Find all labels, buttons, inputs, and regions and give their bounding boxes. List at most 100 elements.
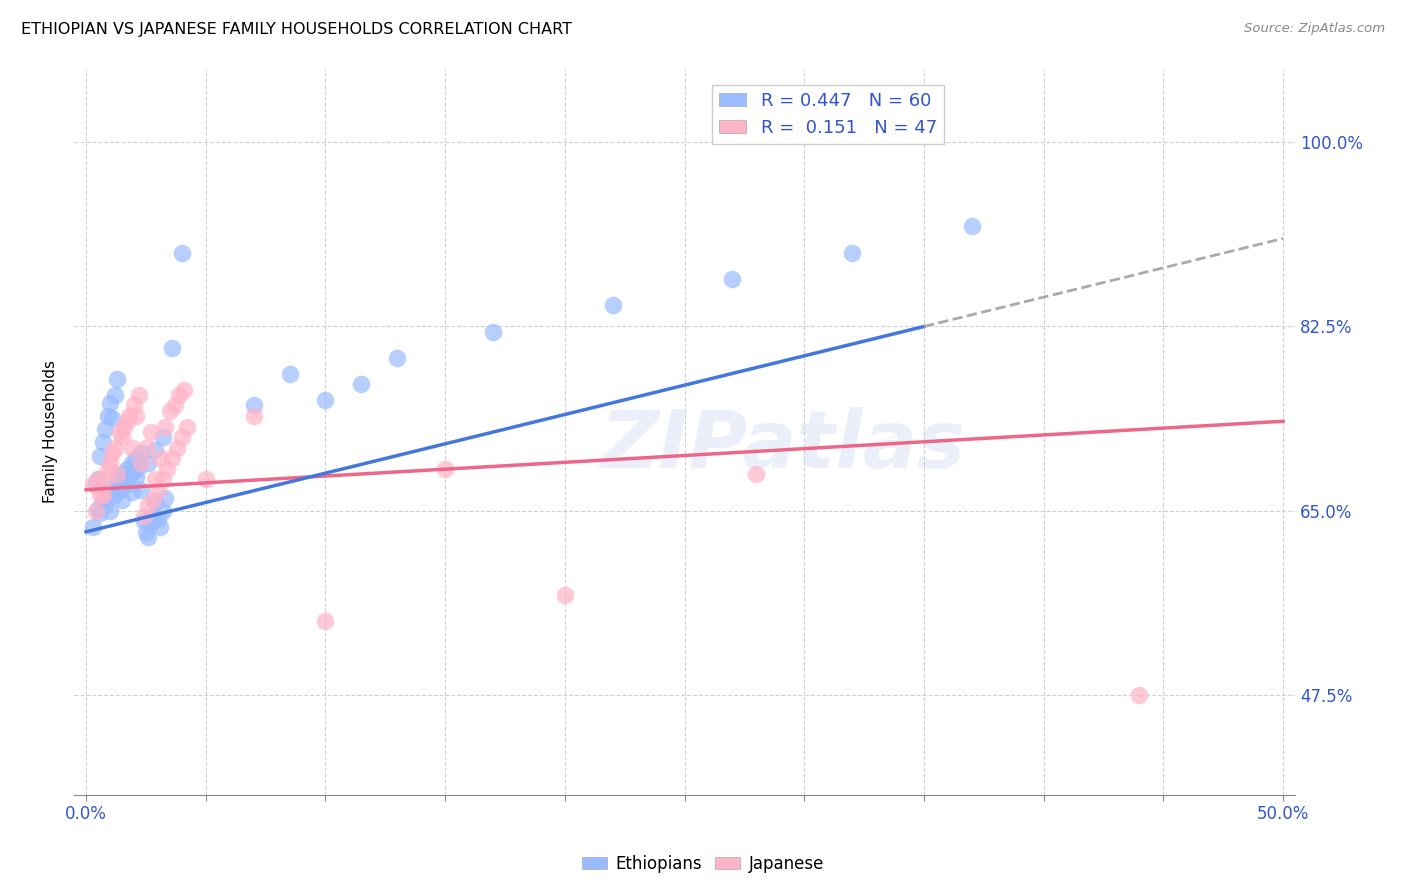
Point [132, 514, 155, 528]
Point [111, 467, 134, 481]
Point [125, 451, 148, 466]
Y-axis label: Family Households: Family Households [44, 360, 58, 503]
Point [105, 467, 128, 481]
Legend: Ethiopians, Japanese: Ethiopians, Japanese [575, 848, 831, 880]
Point [128, 459, 150, 474]
Point [170, 430, 193, 444]
Point [129, 446, 152, 460]
Point [960, 219, 983, 234]
Point [129, 483, 152, 497]
Point [176, 419, 198, 434]
Point [242, 409, 264, 423]
Text: ZIPatlas: ZIPatlas [600, 408, 965, 485]
Point [87, 501, 110, 516]
Point [602, 298, 624, 312]
Point [554, 588, 576, 602]
Point [91, 493, 114, 508]
Point [97, 484, 120, 499]
Point [745, 467, 768, 481]
Point [101, 411, 124, 425]
Point [169, 388, 191, 402]
Point [128, 388, 150, 402]
Point [314, 393, 336, 408]
Point [152, 472, 174, 486]
Point [152, 430, 174, 444]
Point [149, 519, 172, 533]
Point [242, 399, 264, 413]
Point [136, 456, 159, 470]
Point [122, 464, 145, 478]
Legend: R = 0.447   N = 60, R =  0.151   N = 47: R = 0.447 N = 60, R = 0.151 N = 47 [711, 85, 945, 145]
Point [121, 441, 143, 455]
Point [87, 472, 110, 486]
Point [142, 493, 165, 508]
Point [115, 477, 138, 491]
Point [145, 442, 167, 457]
Point [841, 245, 863, 260]
Point [434, 461, 457, 475]
Point [112, 475, 135, 489]
Point [121, 484, 143, 499]
Point [97, 409, 120, 423]
Point [111, 493, 134, 508]
Point [152, 504, 174, 518]
Point [104, 388, 127, 402]
Point [170, 245, 193, 260]
Point [105, 372, 128, 386]
Point [82, 519, 104, 533]
Point [162, 451, 184, 466]
Point [156, 461, 179, 475]
Point [278, 367, 301, 381]
Point [87, 472, 110, 486]
Point [97, 461, 120, 475]
Point [108, 483, 131, 497]
Text: ETHIOPIAN VS JAPANESE FAMILY HOUSEHOLDS CORRELATION CHART: ETHIOPIAN VS JAPANESE FAMILY HOUSEHOLDS … [21, 22, 572, 37]
Point [149, 451, 172, 466]
Point [146, 512, 169, 526]
Point [89, 449, 111, 463]
Point [132, 509, 155, 524]
Point [194, 472, 217, 486]
Point [91, 435, 114, 450]
Point [101, 446, 124, 460]
Point [153, 491, 176, 505]
Point [153, 419, 176, 434]
Point [166, 441, 188, 455]
Point [115, 414, 138, 428]
Point [122, 399, 145, 413]
Point [136, 530, 159, 544]
Point [145, 495, 167, 509]
Point [125, 470, 148, 484]
Text: Source: ZipAtlas.com: Source: ZipAtlas.com [1244, 22, 1385, 36]
Point [482, 325, 505, 339]
Point [112, 419, 135, 434]
Point [135, 524, 157, 539]
Point [159, 403, 181, 417]
Point [350, 377, 373, 392]
Point [162, 341, 184, 355]
Point [98, 396, 121, 410]
Point [98, 456, 121, 470]
Point [115, 461, 138, 475]
Point [146, 483, 169, 497]
Point [98, 504, 121, 518]
Point [118, 470, 141, 484]
Point [121, 456, 143, 470]
Point [145, 472, 167, 486]
Point [82, 477, 104, 491]
Point [721, 272, 744, 286]
Point [94, 472, 117, 486]
Point [129, 456, 152, 470]
Point [104, 441, 127, 455]
Point [118, 409, 141, 423]
Point [89, 506, 111, 520]
Point [1128, 688, 1150, 702]
Point [139, 516, 162, 531]
Point [84, 504, 107, 518]
Point [89, 488, 111, 502]
Point [139, 425, 162, 439]
Point [84, 477, 107, 491]
Point [142, 509, 165, 524]
Point [163, 399, 186, 413]
Point [314, 615, 336, 629]
